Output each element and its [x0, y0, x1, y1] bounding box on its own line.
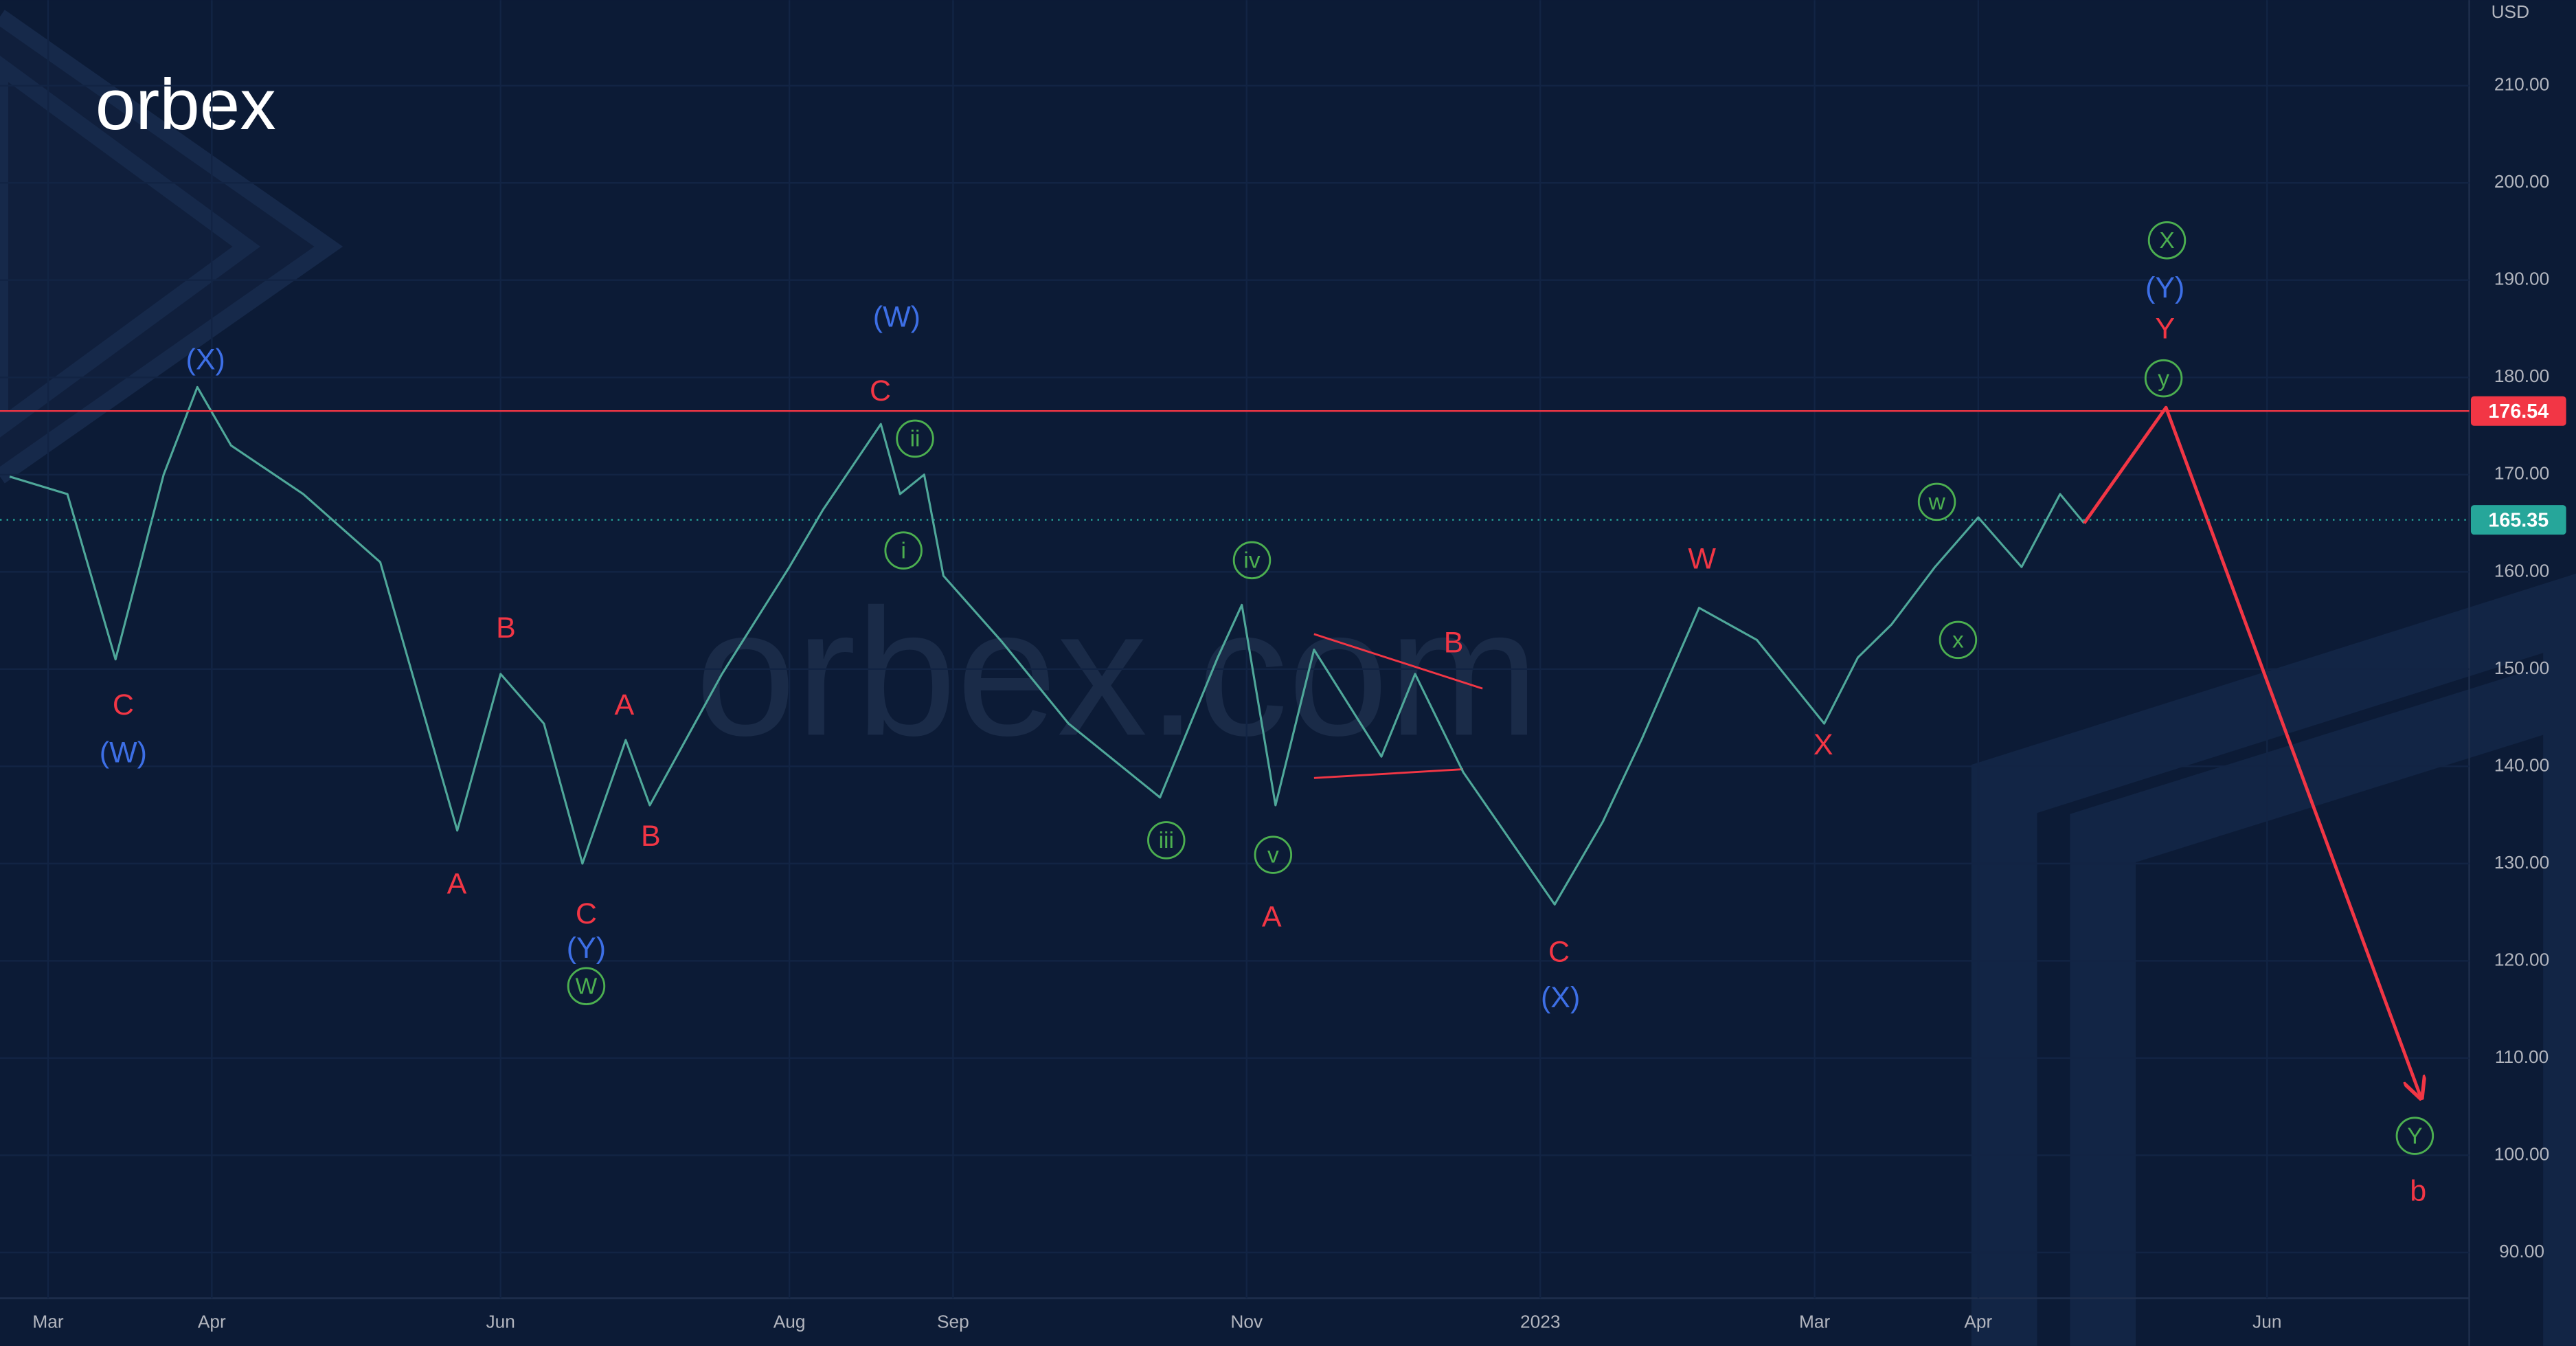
x-tick-label: 2023	[1520, 1311, 1561, 1332]
y-tick-label: 130.00	[2494, 852, 2549, 873]
wave-label: b	[2410, 1175, 2426, 1208]
wave-circle	[896, 419, 934, 458]
y-tick-label: 180.00	[2494, 366, 2549, 386]
wave-label: i	[901, 538, 905, 563]
wave-label: iii	[1159, 828, 1174, 853]
trendline	[1313, 768, 1464, 779]
y-tick-label: 120.00	[2494, 949, 2549, 969]
wave-circle	[2144, 359, 2183, 398]
price-line	[9, 385, 2086, 906]
wave-label: x	[1952, 628, 1964, 653]
decor	[0, 10, 343, 484]
wave-label: C	[870, 374, 891, 407]
wave-label: (W)	[100, 736, 147, 769]
price-badge	[2470, 505, 2566, 535]
wave-circle	[2147, 221, 2187, 260]
wave-label: B	[1444, 626, 1464, 659]
y-tick-label: 110.00	[2495, 1046, 2549, 1067]
watermark: orbex.com	[695, 571, 1539, 773]
projection-line	[2083, 405, 2421, 1098]
wave-label: X	[1814, 728, 1833, 761]
price-badge-label: 165.35	[2488, 510, 2549, 532]
y-tick-label: 170.00	[2494, 463, 2549, 484]
wave-circle	[567, 967, 606, 1005]
wave-circle	[1147, 821, 1186, 860]
x-tick-label: Nov	[1230, 1311, 1263, 1332]
wave-label: iv	[1243, 548, 1260, 574]
y-tick-label: 100.00	[2494, 1143, 2549, 1164]
y-tick-label: 210.00	[2494, 74, 2549, 95]
x-tick-label: Jun	[2252, 1311, 2281, 1332]
wave-label: C	[113, 688, 134, 721]
x-tick-label: Aug	[773, 1311, 806, 1332]
wave-label: A	[447, 867, 467, 900]
wave-label: B	[496, 612, 516, 644]
wave-circle	[1254, 835, 1293, 874]
y-tick-label: 190.00	[2494, 269, 2549, 289]
logo: orbex	[95, 65, 276, 145]
wave-circle	[1939, 620, 1978, 660]
wave-label: (Y)	[567, 932, 606, 965]
wave-label: W	[576, 974, 598, 999]
y-tick-label: 140.00	[2494, 754, 2549, 775]
wave-label: X	[2159, 228, 2174, 254]
x-tick-label: Apr	[1964, 1311, 1992, 1332]
price-badge-label: 176.54	[2488, 401, 2549, 423]
x-tick-label: Mar	[1799, 1311, 1831, 1332]
wave-label: (W)	[873, 300, 920, 333]
x-tick-label: Apr	[198, 1311, 226, 1332]
x-tick-label: Sep	[937, 1311, 969, 1332]
x-tick-label: Jun	[486, 1311, 515, 1332]
currency-label: USD	[2492, 1, 2530, 22]
wave-circle	[1917, 482, 1956, 521]
x-tick-label: Mar	[32, 1311, 64, 1332]
wave-circle	[1232, 541, 1272, 580]
wave-label: (X)	[1541, 981, 1580, 1014]
wave-label: W	[1688, 543, 1716, 576]
y-tick-label: 200.00	[2494, 171, 2549, 192]
wave-label: C	[576, 897, 597, 930]
wave-label: y	[2158, 366, 2169, 392]
wave-label: A	[614, 688, 634, 721]
y-tick-label: 90.00	[2499, 1241, 2544, 1261]
wave-circle	[2395, 1117, 2434, 1155]
wave-label: Y	[2407, 1123, 2422, 1149]
y-tick-label: 150.00	[2494, 658, 2549, 678]
wave-label: v	[1267, 842, 1279, 868]
wave-label: B	[641, 820, 661, 853]
wave-label: w	[1928, 490, 1945, 515]
wave-label: C	[1548, 935, 1570, 968]
y-tick-label: 160.00	[2494, 560, 2549, 581]
wave-label: (Y)	[2145, 271, 2184, 304]
price-badge	[2470, 396, 2566, 426]
wave-label: Y	[2155, 312, 2175, 345]
wave-label: ii	[910, 427, 920, 452]
wave-label: (X)	[186, 344, 225, 377]
wave-label: A	[1262, 900, 1282, 933]
trendline	[1313, 633, 1483, 690]
wave-circle	[884, 531, 923, 570]
